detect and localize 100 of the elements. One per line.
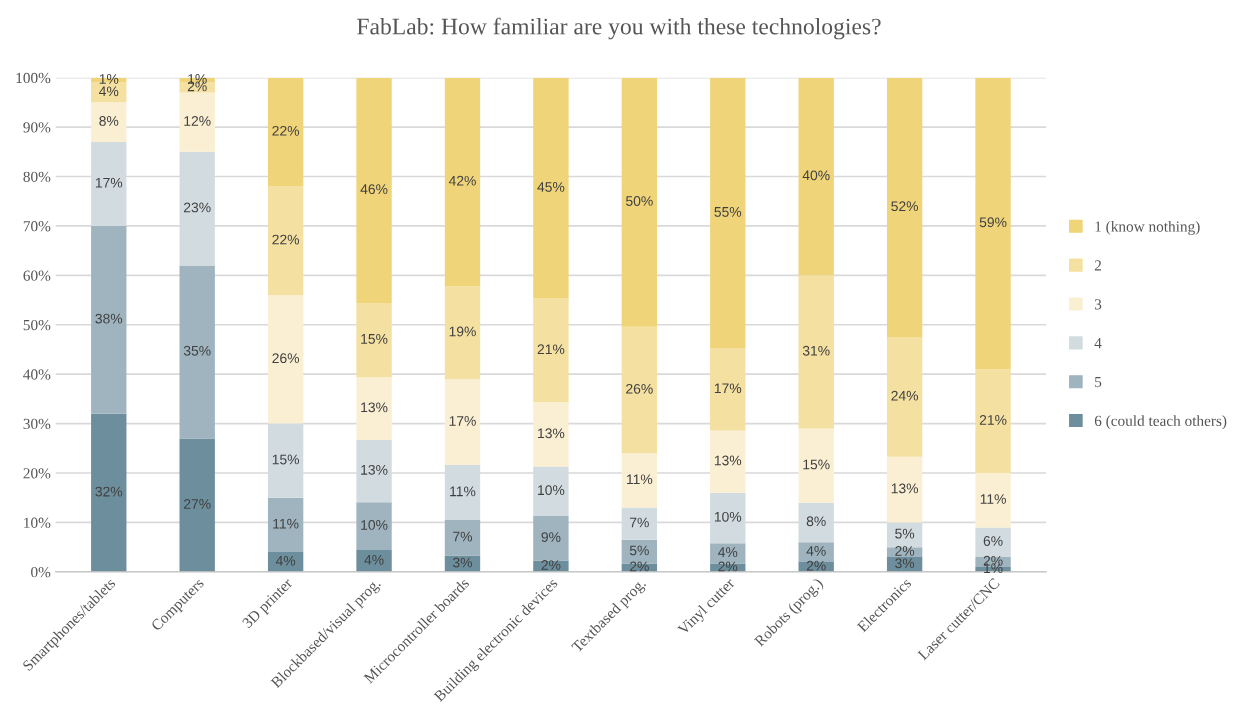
data-label: 7% [630,517,649,528]
data-label: 21% [979,415,1007,425]
bar [179,438,215,572]
data-label: 13% [361,402,388,413]
y-tick-label: 90% [23,122,51,133]
chart-title: FabLab: How familiar are you with these technologies? [357,17,881,40]
data-label: 2% [718,561,738,572]
y-tick-label: 0% [31,567,51,578]
data-label: 10% [714,511,742,522]
legend-label: 3 [1094,299,1102,310]
data-label: 40% [802,170,830,181]
bar [91,413,127,572]
data-label: 2% [630,561,649,572]
bar [975,77,1011,370]
y-tick-label: 10% [24,517,51,528]
legend-label: 2 [1094,260,1101,271]
data-label: 31% [802,345,830,356]
data-label: 10% [538,485,565,496]
data-label: 46% [360,184,388,195]
data-label: 11% [273,518,299,529]
data-label: 17% [449,416,476,426]
data-label: 5% [895,528,915,539]
data-label: 13% [538,428,565,439]
bar [886,337,923,457]
data-label: 17% [95,177,123,188]
bar [975,369,1011,474]
data-label: 26% [272,353,300,364]
data-label: 15% [272,454,300,465]
y-tick-label: 40% [23,369,51,380]
data-label: 4% [275,555,296,566]
bar [533,516,569,561]
bar [533,402,569,467]
data-label: 4% [99,86,119,97]
bar [179,265,215,439]
bar [533,77,569,299]
bar [710,348,746,431]
bar [621,77,658,327]
data-label: 3% [895,558,915,569]
y-tick-label: 100% [16,72,51,84]
data-label: 7% [453,531,473,542]
bar [267,77,304,187]
bar [621,326,658,454]
data-label: 32% [95,486,123,497]
data-label: 4% [718,547,738,557]
legend-label: 1 (know nothing) [1095,220,1200,235]
data-label: 24% [891,390,919,401]
bar [356,303,392,378]
data-label: 23% [184,202,211,213]
bar [267,186,304,296]
data-label: 17% [714,383,742,394]
data-label: 50% [626,196,653,206]
bar [798,428,834,503]
data-label: 35% [183,345,211,356]
legend-label: 4 [1094,338,1102,349]
data-label: 52% [891,201,919,212]
legend-label: 6 (could teach others) [1094,415,1227,430]
data-label: 13% [891,483,919,494]
data-label: 10% [361,520,388,530]
bar [356,377,392,440]
data-label: 45% [537,182,565,192]
bar [179,92,215,152]
data-label: 8% [806,516,826,527]
data-label: 59% [979,217,1007,228]
bar [444,77,481,287]
data-label: 2% [541,560,561,570]
bar [798,542,834,562]
data-label: 5% [629,545,649,556]
bar [798,77,834,276]
y-tick-label: 20% [23,468,51,479]
data-label: 9% [541,532,561,542]
bar [356,77,392,304]
data-label: 6% [983,536,1003,546]
data-label: 38% [95,313,123,324]
data-label: 11% [450,486,476,497]
data-label: 15% [361,334,388,344]
bar [444,379,481,466]
bar [621,453,658,508]
bar [533,298,569,403]
data-label: 4% [806,546,826,556]
bar [975,473,1011,528]
data-label: 27% [184,499,211,509]
data-label: 13% [714,455,742,466]
data-label: 11% [980,494,1006,504]
data-label: 2% [895,545,915,556]
bar [356,502,392,551]
data-label: 11% [627,474,653,485]
y-tick-label: 60% [23,270,51,281]
data-label: 19% [449,326,476,337]
data-label: 2% [806,560,826,571]
y-tick-label: 50% [23,319,51,331]
data-label: 22% [272,125,300,136]
data-label: 15% [803,459,830,470]
bar [91,102,127,142]
legend-label: 5 [1095,377,1102,388]
bar [267,295,304,424]
bar [267,497,304,553]
data-label: 55% [714,207,742,217]
bar [798,275,834,429]
bar [444,519,481,556]
y-tick-label: 70% [23,221,51,232]
